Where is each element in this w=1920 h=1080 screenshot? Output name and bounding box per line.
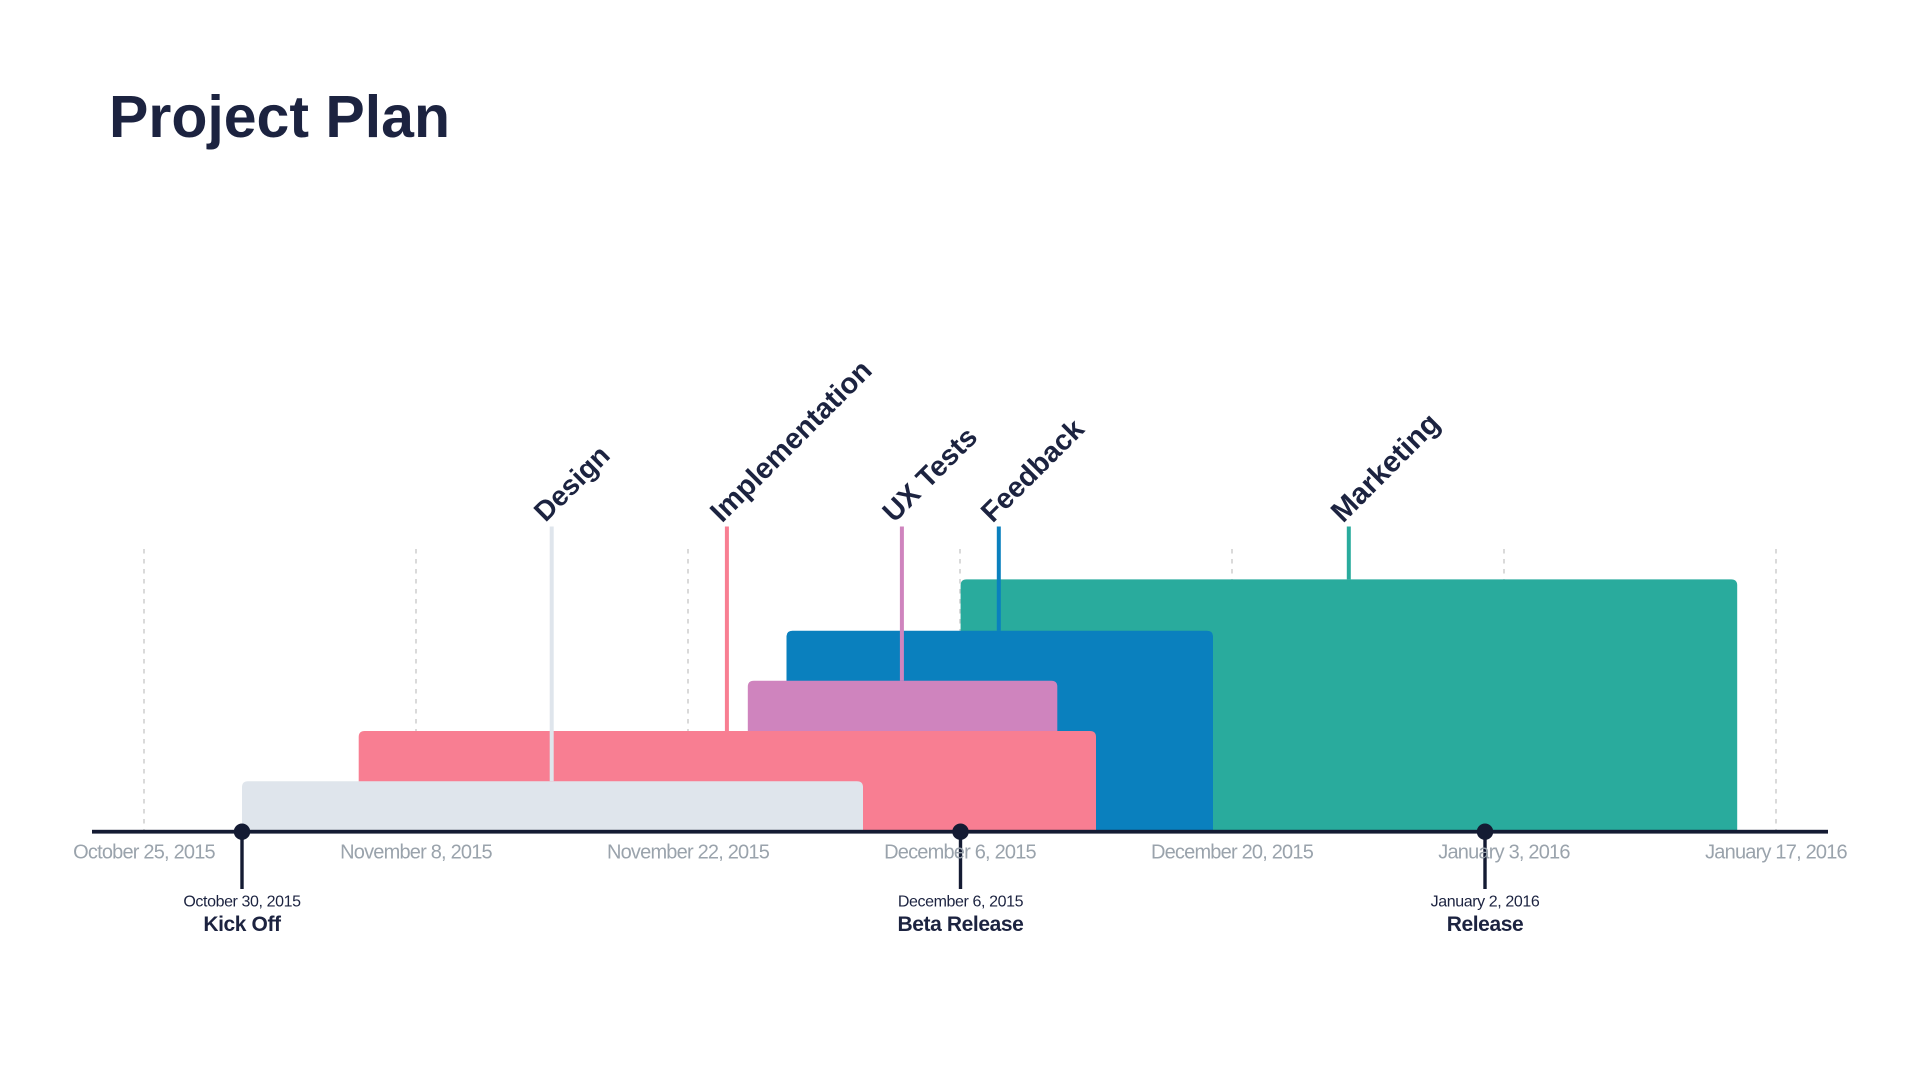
svg-text:Kick Off: Kick Off [203,913,282,936]
svg-text:UX Tests: UX Tests [877,421,984,528]
svg-text:December 6, 2015: December 6, 2015 [884,842,1036,864]
svg-text:January 17, 2016: January 17, 2016 [1705,842,1847,864]
svg-text:November 8, 2015: November 8, 2015 [340,842,492,864]
svg-text:January 3, 2016: January 3, 2016 [1438,842,1570,864]
svg-text:October 30, 2015: October 30, 2015 [183,893,301,910]
svg-text:January 2, 2016: January 2, 2016 [1431,893,1540,910]
svg-text:Implementation: Implementation [704,354,878,528]
svg-text:Release: Release [1447,913,1524,936]
svg-text:December 20, 2015: December 20, 2015 [1151,842,1314,864]
svg-text:December 6, 2015: December 6, 2015 [898,893,1024,910]
svg-text:Project Plan: Project Plan [109,84,450,150]
svg-text:Marketing: Marketing [1325,407,1447,529]
svg-text:Design: Design [528,439,616,527]
svg-text:November 22, 2015: November 22, 2015 [607,842,770,864]
svg-text:Feedback: Feedback [975,413,1091,529]
svg-text:October 25, 2015: October 25, 2015 [73,842,215,864]
svg-text:Beta Release: Beta Release [898,913,1024,936]
